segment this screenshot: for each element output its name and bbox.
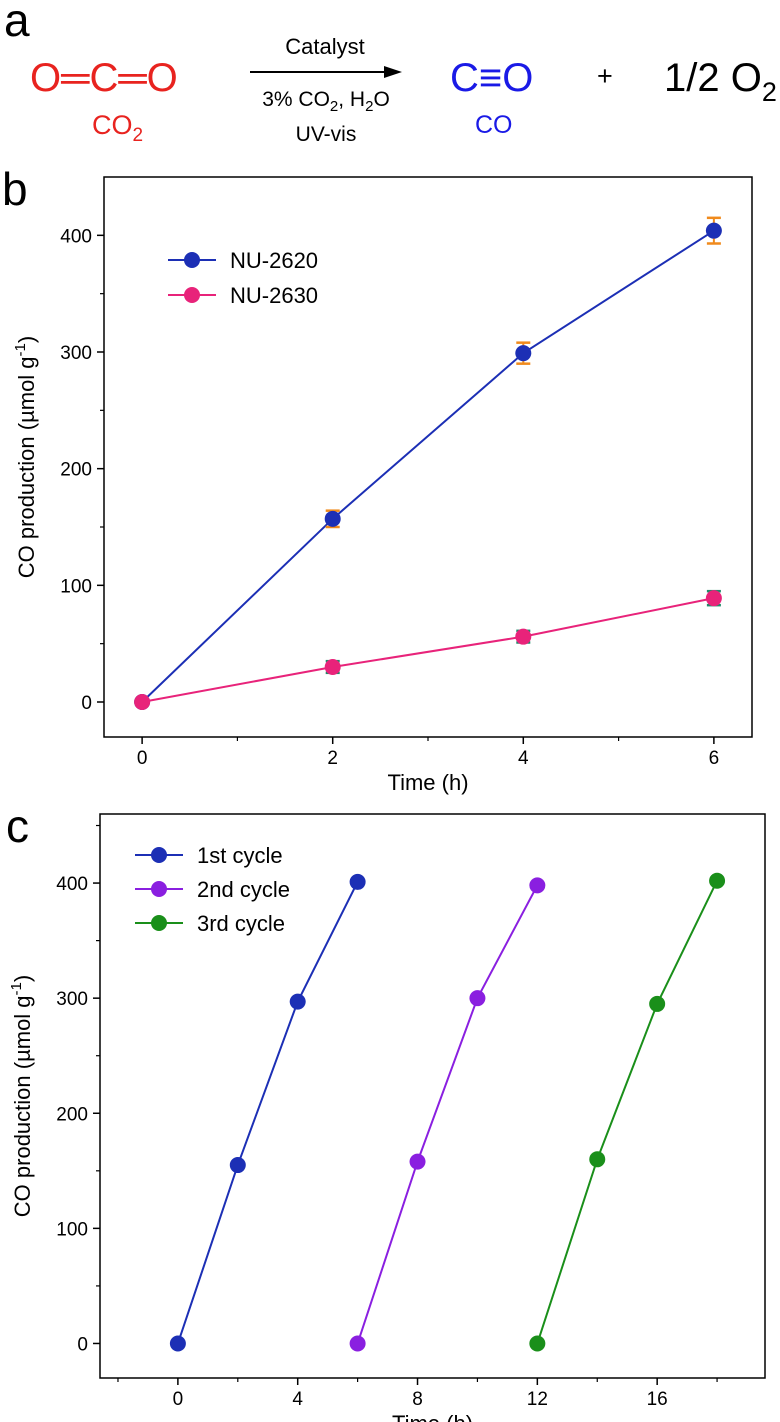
x-tick-label: 0 (137, 748, 148, 769)
series-line (536, 880, 718, 1344)
y-axis-title-end: ) (14, 336, 39, 343)
x-tick-label: 4 (292, 1389, 303, 1410)
plus-sign: + (597, 61, 613, 91)
condition-gas-water: 3% CO2, H2O (262, 88, 390, 115)
y-tick-label: 100 (56, 1219, 88, 1240)
data-point (169, 1335, 186, 1352)
data-point (515, 628, 532, 645)
data-point (324, 659, 341, 675)
y-tick-label: 300 (56, 989, 88, 1010)
y-tick-label: 400 (60, 226, 92, 247)
y-tick-label: 300 (60, 343, 92, 364)
x-tick-label: 12 (527, 1389, 548, 1410)
data-point (649, 995, 666, 1012)
y-tick-label: 0 (77, 1334, 88, 1355)
data-point (134, 694, 151, 710)
data-point (349, 1335, 366, 1352)
data-point (529, 877, 546, 894)
y-axis-title: CO production (µmol g-1) (8, 975, 35, 1217)
co-structure: C≡O (450, 56, 533, 100)
data-point (515, 345, 532, 362)
data-point (705, 590, 722, 607)
legend-marker (151, 915, 167, 931)
x-tick-label: 0 (173, 1389, 184, 1410)
chart-cycling: 0 4 8 12 16 0 100 200 300 400 Time (h) CO productio… (8, 813, 766, 1422)
catalyst-label: Catalyst (285, 34, 364, 59)
data-point (709, 872, 726, 889)
y-axis-title: CO production (µmol g-1) (12, 336, 39, 578)
panel-label-a: a (4, 0, 30, 46)
y-axis-title-end: ) (10, 975, 35, 982)
x-tick-label: 6 (709, 748, 720, 769)
co2-label: CO2 (92, 110, 143, 146)
series-line (356, 884, 539, 1344)
y-tick-label: 200 (56, 1104, 88, 1125)
legend-marker (184, 252, 200, 268)
y-tick-label: 400 (56, 874, 88, 895)
x-axis-title: Time (h) (387, 770, 468, 795)
data-point (589, 1151, 606, 1168)
oxygen-product: 1/2 O2 (664, 56, 777, 107)
condition-light: UV-vis (296, 123, 357, 146)
panel-label-c: c (6, 800, 29, 852)
legend-label: 2nd cycle (197, 877, 290, 902)
data-point (409, 1153, 426, 1170)
series-line (176, 881, 359, 1344)
y-tick-label: 0 (81, 693, 92, 714)
y-axis-title-sup: -1 (8, 982, 25, 995)
legend-label: NU-2620 (230, 248, 318, 273)
data-point (289, 993, 306, 1010)
x-tick-label: 16 (647, 1389, 668, 1410)
series-line (141, 229, 715, 703)
legend-marker (151, 847, 167, 863)
chart-co-production: 0 2 4 6 0 100 200 300 400 Time (h) CO production (… (12, 176, 753, 795)
y-tick-label: 100 (60, 576, 92, 597)
legend-marker (184, 287, 200, 303)
series-line (141, 597, 715, 703)
y-axis-title-sup: -1 (12, 343, 29, 356)
legend-label: 1st cycle (197, 843, 283, 868)
y-axis-title-main: CO production (µmol g (10, 995, 35, 1217)
legend-label: 3rd cycle (197, 911, 285, 936)
x-tick-label: 2 (327, 748, 338, 769)
reaction-arrow (250, 66, 402, 78)
x-axis-title: Time (h) (392, 1411, 473, 1422)
data-point (349, 873, 366, 890)
co-label: CO (475, 111, 513, 139)
data-point (229, 1157, 246, 1174)
reaction-scheme: a O═C═O CO2 Catalyst 3% CO2, H2O UV-vis … (4, 0, 777, 146)
data-point (529, 1335, 546, 1352)
data-point (469, 990, 486, 1007)
y-tick-label: 200 (60, 460, 92, 481)
data-point (324, 510, 341, 527)
plot-frame (99, 813, 766, 1379)
y-axis-title-main: CO production (µmol g (14, 356, 39, 578)
legend-label: NU-2630 (230, 283, 318, 308)
x-tick-label: 8 (412, 1389, 423, 1410)
co2-structure: O═C═O (30, 56, 178, 100)
legend-marker (151, 881, 167, 897)
x-tick-label: 4 (518, 748, 529, 769)
panel-label-b: b (2, 163, 28, 215)
data-point (705, 222, 722, 239)
